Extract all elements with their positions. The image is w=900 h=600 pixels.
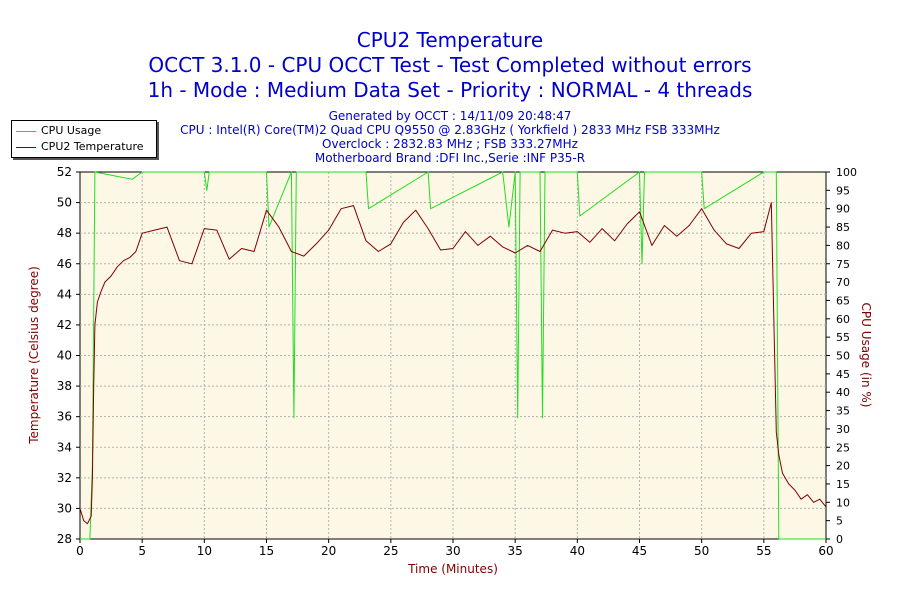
series-line-cpu2-temperature xyxy=(79,202,827,525)
chart-legend: CPU Usage CPU2 Temperature xyxy=(11,120,157,158)
y-right-tick-label: 70 xyxy=(836,276,850,289)
y-left-tick-label: 42 xyxy=(57,318,72,332)
y-right-tick-label: 0 xyxy=(836,533,843,546)
y-axis-left-ticks: 28 30 32 34 36 38 40 42 44 46 48 50 52 xyxy=(57,165,80,546)
x-axis-ticks: 0 5 10 15 20 25 30 35 40 45 50 55 60 xyxy=(76,539,834,558)
y-right-tick-label: 90 xyxy=(836,203,850,216)
y-axis-right-ticks: 0 5 10 15 20 25 30 35 40 45 50 55 60 65 70 75 80 85 90 95 10… xyxy=(826,166,857,546)
y-right-tick-label: 45 xyxy=(836,368,850,381)
y-right-tick-label: 35 xyxy=(836,405,850,418)
y-left-tick-label: 34 xyxy=(57,440,72,454)
gridlines xyxy=(80,172,826,539)
series-line-cpu-usage xyxy=(80,171,826,540)
y-left-tick-label: 48 xyxy=(57,226,72,240)
info-motherboard: Motherboard Brand :DFI Inc.,Serie :INF P… xyxy=(315,151,585,165)
y-left-tick-label: 38 xyxy=(57,379,72,393)
y-left-tick-label: 30 xyxy=(57,501,72,515)
y-left-tick-label: 46 xyxy=(57,257,72,271)
x-tick-label: 55 xyxy=(756,544,771,558)
y-right-tick-label: 85 xyxy=(836,221,850,234)
y-left-tick-label: 28 xyxy=(57,532,72,546)
x-tick-label: 15 xyxy=(259,544,274,558)
y-right-tick-label: 5 xyxy=(836,515,843,528)
chart-subtitle-test: OCCT 3.1.0 - CPU OCCT Test - Test Comple… xyxy=(148,53,751,77)
y-left-tick-label: 32 xyxy=(57,471,72,485)
y-right-tick-label: 80 xyxy=(836,239,850,252)
x-tick-label: 60 xyxy=(818,544,833,558)
x-tick-label: 10 xyxy=(197,544,212,558)
info-generated: Generated by OCCT : 14/11/09 20:48:47 xyxy=(329,109,572,123)
y-left-tick-label: 52 xyxy=(57,165,72,179)
y-right-tick-label: 25 xyxy=(836,441,850,454)
legend-label-cpu2-temperature: CPU2 Temperature xyxy=(41,140,144,153)
x-tick-label: 5 xyxy=(138,544,146,558)
y-right-tick-label: 40 xyxy=(836,386,850,399)
y-axis-left-label: Temperature (Celsius degree) xyxy=(27,266,41,445)
y-right-tick-label: 65 xyxy=(836,294,850,307)
y-right-tick-label: 30 xyxy=(836,423,850,436)
info-overclock: Overclock : 2832.83 MHz ; FSB 333.27MHz xyxy=(322,137,578,151)
y-right-tick-label: 100 xyxy=(836,166,857,179)
y-right-tick-label: 10 xyxy=(836,496,850,509)
y-right-tick-label: 50 xyxy=(836,350,850,363)
y-left-tick-label: 50 xyxy=(57,196,72,210)
legend-swatch-cpu2-temperature xyxy=(16,146,36,148)
x-tick-label: 45 xyxy=(632,544,647,558)
y-right-tick-label: 95 xyxy=(836,184,850,197)
legend-entry-cpu-usage: CPU Usage xyxy=(16,123,101,138)
y-right-tick-label: 60 xyxy=(836,313,850,326)
x-tick-label: 25 xyxy=(383,544,398,558)
legend-entry-cpu2-temperature: CPU2 Temperature xyxy=(16,139,144,154)
y-axis-right-label: CPU Usage (in %) xyxy=(859,303,873,408)
x-tick-label: 30 xyxy=(445,544,460,558)
x-tick-label: 35 xyxy=(508,544,523,558)
y-left-tick-label: 44 xyxy=(57,287,72,301)
y-right-tick-label: 75 xyxy=(836,258,850,271)
y-right-tick-label: 20 xyxy=(836,460,850,473)
x-tick-label: 50 xyxy=(694,544,709,558)
x-axis-label: Time (Minutes) xyxy=(407,562,498,576)
series-lines xyxy=(79,171,827,540)
chart-title: CPU2 Temperature xyxy=(357,28,543,52)
legend-label-cpu-usage: CPU Usage xyxy=(41,124,102,137)
y-left-tick-label: 36 xyxy=(57,410,72,424)
x-tick-label: 40 xyxy=(570,544,585,558)
x-tick-label: 20 xyxy=(321,544,336,558)
y-right-tick-label: 15 xyxy=(836,478,850,491)
y-left-tick-label: 40 xyxy=(57,349,72,363)
y-right-tick-label: 55 xyxy=(836,331,850,344)
x-tick-label: 0 xyxy=(76,544,84,558)
legend-swatch-cpu-usage xyxy=(16,130,36,132)
info-cpu: CPU : Intel(R) Core(TM)2 Quad CPU Q9550 … xyxy=(180,123,720,137)
chart-subtitle-mode: 1h - Mode : Medium Data Set - Priority :… xyxy=(148,78,753,102)
